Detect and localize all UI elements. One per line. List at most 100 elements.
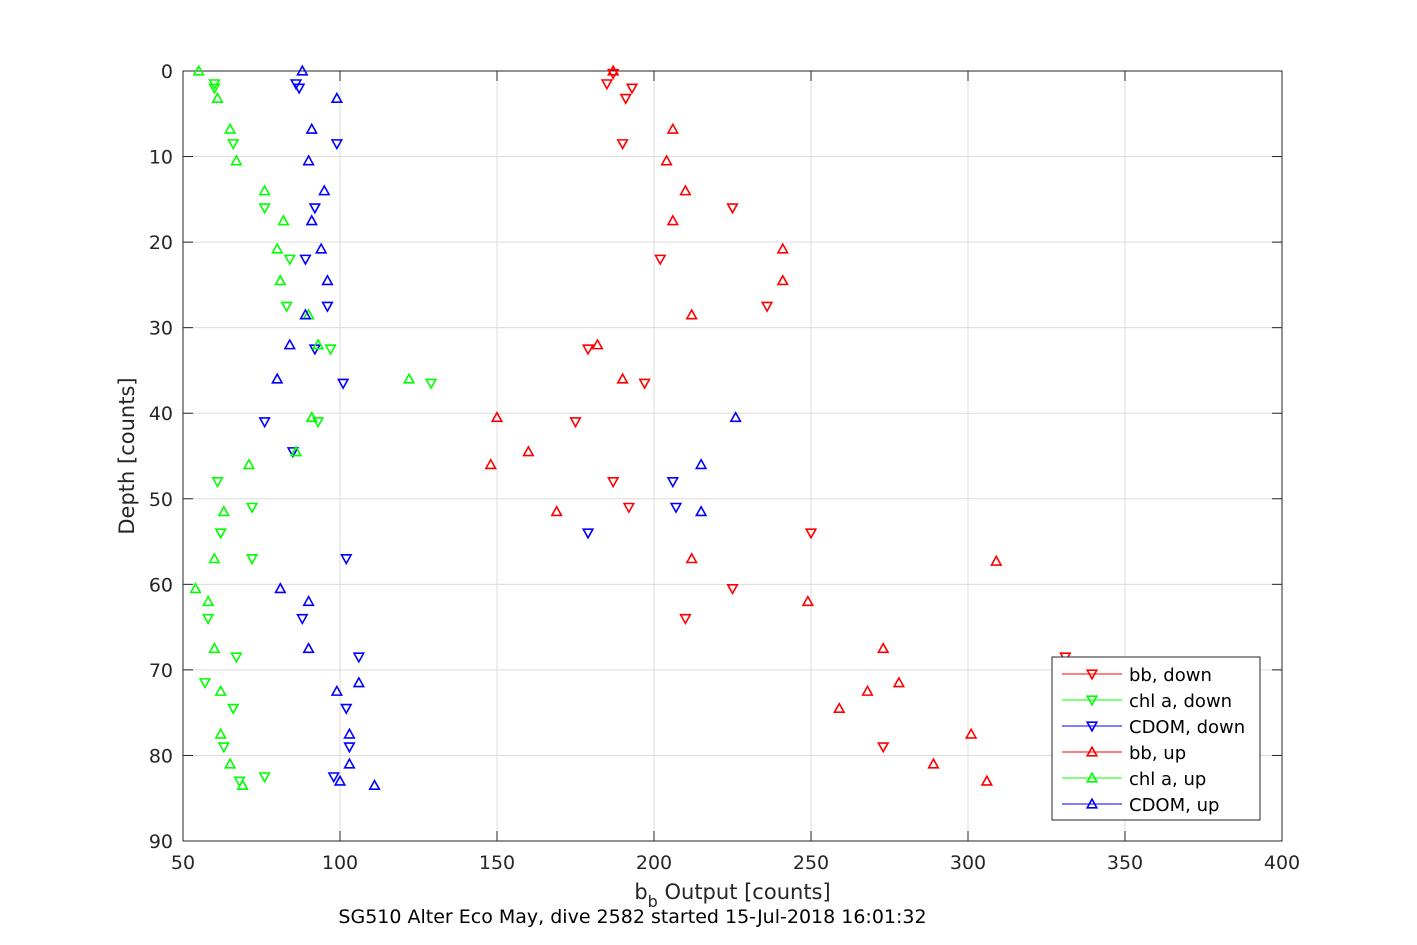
legend: bb, down chl a, down CDOM, down bb, up chl a… <box>1051 656 1261 821</box>
data-point <box>484 458 497 470</box>
data-point <box>296 613 309 626</box>
data-point <box>274 274 287 286</box>
data-point <box>666 122 679 134</box>
data-point <box>861 684 874 696</box>
y-tick-label: 20 <box>149 232 173 254</box>
series-chl-a-down <box>198 79 438 788</box>
data-point <box>352 652 365 664</box>
data-point <box>776 242 789 254</box>
data-point <box>368 778 381 791</box>
data-point <box>726 203 739 215</box>
y-tick-label: 10 <box>149 147 173 169</box>
data-point <box>211 91 224 104</box>
data-point <box>679 184 692 196</box>
data-point <box>208 83 221 95</box>
data-point <box>236 778 249 791</box>
dive-caption: SG510 Alter Eco May, dive 2582 started 1… <box>338 906 926 928</box>
data-point <box>964 727 978 739</box>
data-point <box>318 184 331 196</box>
data-point <box>271 372 284 384</box>
data-point <box>299 308 312 320</box>
data-point <box>227 703 240 715</box>
data-point <box>258 417 271 429</box>
data-point <box>666 214 679 226</box>
data-point <box>760 301 774 313</box>
data-point <box>311 338 325 350</box>
data-point <box>424 378 438 390</box>
data-point <box>305 411 318 423</box>
data-point <box>600 79 614 91</box>
data-point <box>660 154 673 166</box>
data-point <box>669 502 683 514</box>
data-point <box>804 528 818 540</box>
data-point <box>327 772 340 784</box>
data-point <box>343 742 356 754</box>
x-tick-label: 400 <box>1264 852 1300 874</box>
x-axis-label-subscript: b <box>648 892 658 911</box>
data-point <box>330 91 344 104</box>
data-point <box>308 203 322 215</box>
y-tick-label: 80 <box>149 745 173 767</box>
data-point <box>302 594 315 607</box>
data-point <box>198 678 212 690</box>
data-point <box>214 528 227 540</box>
data-point <box>666 477 679 489</box>
x-tick-label: 50 <box>171 852 195 874</box>
data-point <box>833 701 846 714</box>
data-point <box>258 184 271 196</box>
data-point <box>274 582 287 594</box>
x-tick-label: 300 <box>950 852 986 874</box>
data-point <box>214 727 227 739</box>
data-point <box>230 154 243 166</box>
data-point <box>324 344 337 356</box>
data-point <box>877 742 890 754</box>
data-point <box>208 552 221 564</box>
data-point <box>581 528 595 540</box>
legend-label: CDOM, up <box>1129 795 1219 816</box>
legend-marker <box>1085 721 1099 733</box>
data-point <box>654 254 667 266</box>
data-point <box>305 214 318 226</box>
y-tick-label: 60 <box>149 574 173 596</box>
y-tick-label: 40 <box>149 403 173 425</box>
data-point <box>622 502 636 514</box>
x-axis-label-rest: Output [counts] <box>658 880 831 904</box>
data-point <box>591 338 604 350</box>
legend-marker <box>1085 797 1099 809</box>
legend-label: CDOM, down <box>1129 717 1245 738</box>
data-point <box>607 477 620 489</box>
x-axis-label: bb Output [counts] <box>634 880 830 911</box>
grid-lines <box>182 70 1283 842</box>
axes-box <box>182 70 1283 842</box>
y-axis-label: Depth [counts] <box>115 377 139 534</box>
data-point <box>230 652 243 664</box>
x-tick-label: 350 <box>1107 852 1143 874</box>
legend-marker <box>1085 745 1099 757</box>
x-tick-label: 100 <box>322 852 358 874</box>
data-point <box>729 411 742 423</box>
legend-label: bb, down <box>1129 665 1212 686</box>
legend-marker <box>1085 695 1099 707</box>
data-point <box>685 308 698 320</box>
data-point <box>189 582 202 594</box>
data-point <box>302 642 315 654</box>
data-point <box>286 447 300 459</box>
data-point <box>990 554 1003 566</box>
data-point <box>352 676 365 688</box>
x-axis-label-main: b <box>634 880 647 904</box>
data-point <box>980 774 993 786</box>
legend-marker <box>1085 669 1099 681</box>
data-point <box>877 642 890 654</box>
data-points <box>189 64 1072 791</box>
data-point <box>283 338 296 350</box>
data-point <box>550 505 563 517</box>
data-point <box>616 372 629 384</box>
data-point <box>927 757 940 769</box>
data-point <box>289 445 303 457</box>
data-point <box>343 727 356 739</box>
data-point <box>223 757 237 769</box>
legend-label: bb, up <box>1129 743 1186 764</box>
data-point <box>302 154 315 166</box>
data-point <box>685 552 698 564</box>
